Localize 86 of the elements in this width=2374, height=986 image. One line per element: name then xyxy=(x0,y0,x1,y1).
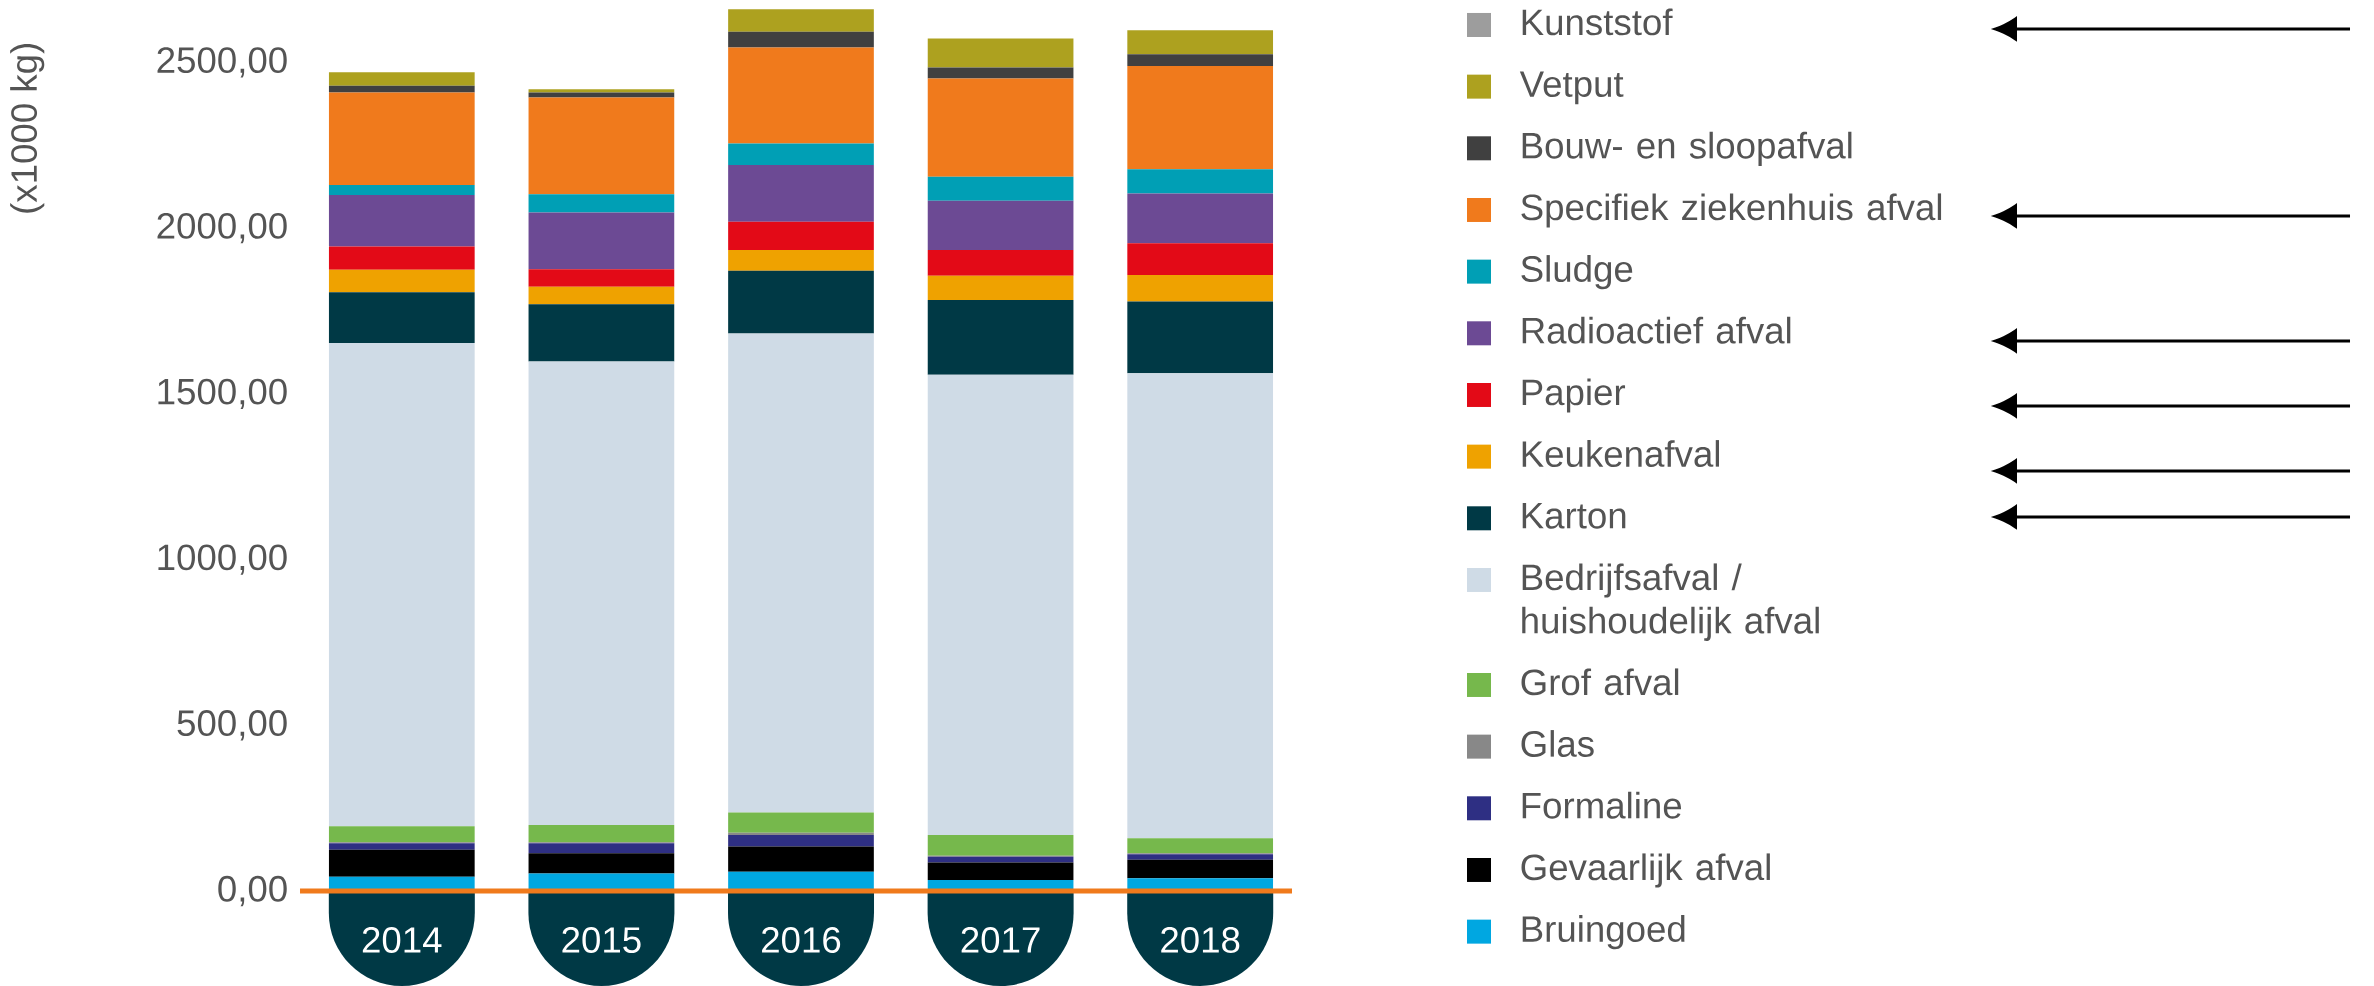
bar xyxy=(927,249,1074,276)
bar xyxy=(328,292,475,344)
bar xyxy=(1127,838,1274,854)
bar xyxy=(1127,854,1274,860)
bar xyxy=(528,843,675,854)
bar xyxy=(728,846,874,872)
legend-label: Grof afval xyxy=(1521,668,1679,696)
bar xyxy=(1127,301,1274,374)
legend-label: Sludge xyxy=(1521,255,1633,290)
bar xyxy=(1127,275,1274,302)
bar xyxy=(927,374,1074,835)
bar xyxy=(927,862,1074,881)
bar xyxy=(927,78,1074,177)
bar xyxy=(328,72,475,86)
bar xyxy=(528,286,675,305)
bar xyxy=(927,299,1074,375)
x-tick-label: 2016 xyxy=(762,927,841,953)
legend-label: Karton xyxy=(1522,503,1626,529)
y-tick-label: 1000,00 xyxy=(158,544,287,575)
legend-label: Keukenafval xyxy=(1522,440,1720,468)
bar xyxy=(927,67,1074,79)
legend-label: Bedrijfsafval / huishoudelijk afval xyxy=(1522,563,1819,641)
bar xyxy=(728,834,874,847)
bar xyxy=(528,304,675,362)
bar xyxy=(927,176,1074,201)
legend-label: Bruingoed xyxy=(1522,915,1685,950)
bar xyxy=(328,246,475,270)
legend-label: Papier xyxy=(1522,378,1626,413)
bar xyxy=(328,849,475,877)
bar xyxy=(528,92,675,98)
y-tick-label: 1500,00 xyxy=(158,378,287,409)
x-tick-label: 2017 xyxy=(961,927,1040,953)
bar xyxy=(927,275,1074,300)
bar xyxy=(728,249,874,271)
bar xyxy=(1127,169,1274,194)
x-tick-label: 2014 xyxy=(362,927,442,953)
bar xyxy=(728,47,874,144)
bar xyxy=(1127,859,1274,879)
bar xyxy=(328,843,475,850)
bar xyxy=(528,269,675,287)
legend-label: Specifiek ziekenhuis afval xyxy=(1521,193,1942,228)
legend-label: Kunststof xyxy=(1522,8,1673,36)
bar xyxy=(728,31,874,48)
bar xyxy=(927,200,1074,250)
bar xyxy=(328,826,475,843)
x-tick-label: 2015 xyxy=(562,927,641,953)
y-tick-label: 2500,00 xyxy=(157,47,287,78)
legend-label: Formaline xyxy=(1522,791,1682,819)
bar xyxy=(728,270,874,334)
x-tick-label: 2018 xyxy=(1161,927,1240,953)
bar xyxy=(328,269,475,293)
y-axis-title: (x1000 kg) xyxy=(10,44,45,213)
legend-label: Glas xyxy=(1521,730,1594,758)
y-tick-label: 0,00 xyxy=(218,875,287,907)
bar xyxy=(1127,193,1274,244)
bar xyxy=(728,9,874,32)
bar xyxy=(927,38,1074,68)
bar xyxy=(528,825,675,843)
bar xyxy=(328,194,475,247)
bar xyxy=(528,194,675,213)
bar xyxy=(528,97,675,195)
y-tick-label: 2000,00 xyxy=(157,212,287,244)
y-tick-label: 500,00 xyxy=(177,710,287,741)
bar xyxy=(328,92,475,185)
bar xyxy=(1127,243,1274,276)
bar xyxy=(528,212,675,270)
bar xyxy=(728,812,874,833)
bar xyxy=(728,143,874,166)
bar xyxy=(728,221,874,250)
bar xyxy=(728,333,874,813)
bar xyxy=(1127,30,1274,55)
bar xyxy=(1127,54,1274,66)
bar xyxy=(528,89,675,93)
bar xyxy=(528,853,675,874)
bar xyxy=(728,165,874,222)
bar xyxy=(927,834,1074,856)
legend-label: Bouw- en sloopafval xyxy=(1522,131,1852,166)
bar xyxy=(1127,373,1274,839)
legend-label: Radioactief afval xyxy=(1522,316,1791,344)
bar xyxy=(528,361,675,826)
bar xyxy=(1127,65,1274,170)
bar xyxy=(328,184,475,195)
legend-label: Vetput xyxy=(1519,71,1624,105)
bar xyxy=(328,85,475,93)
bar xyxy=(328,343,475,827)
legend-label: Gevaarlijk afval xyxy=(1521,853,1770,888)
